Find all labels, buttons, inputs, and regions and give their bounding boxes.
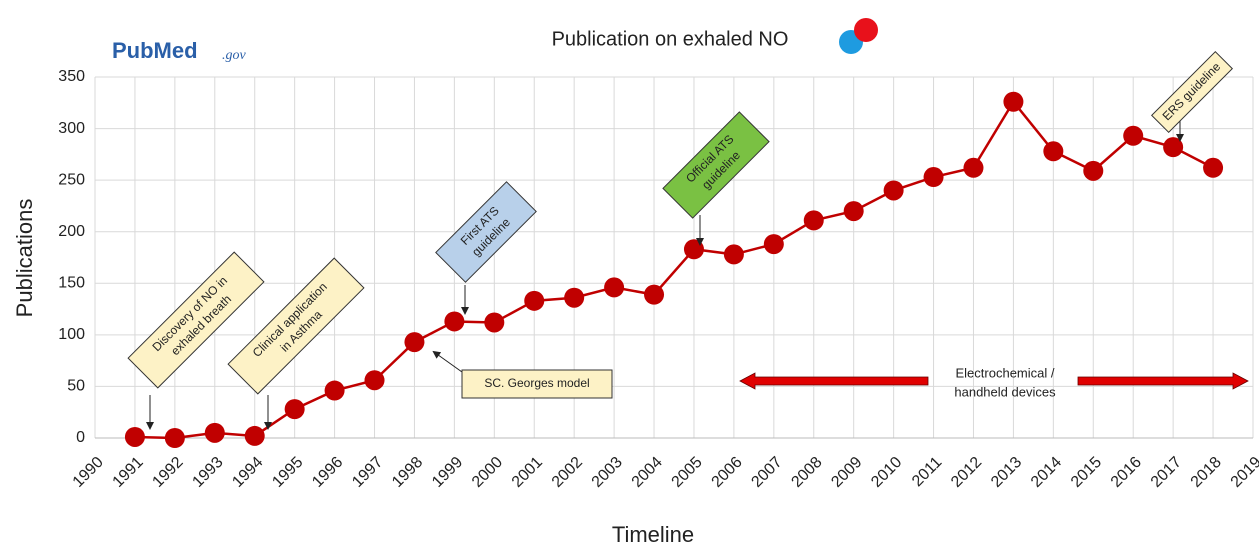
point	[923, 167, 944, 188]
point	[1203, 157, 1224, 178]
x-tick-label: 2014	[1028, 454, 1065, 491]
y-tick-label: 150	[58, 275, 85, 292]
point	[484, 312, 505, 333]
point	[404, 332, 425, 353]
line	[134, 99, 1214, 440]
annotation: SC. Georges model	[461, 369, 613, 399]
double-arrow	[1077, 372, 1249, 390]
annotation: ERS guideline	[1150, 50, 1234, 134]
x-tick-label: 1996	[309, 454, 346, 491]
x-tick-label: 2016	[1108, 454, 1145, 491]
annotation-text: ERS guideline	[1160, 59, 1224, 123]
point	[803, 210, 824, 231]
x-tick-label: 1999	[429, 454, 466, 491]
x-tick-label: 2001	[509, 454, 546, 491]
x-tick-label: 2004	[629, 454, 666, 491]
point	[524, 290, 545, 311]
x-tick-label: 2018	[1188, 454, 1225, 491]
x-tick-label: 1993	[189, 454, 226, 491]
x-tick-label: 2010	[868, 454, 905, 491]
y-tick-label: 50	[67, 378, 85, 395]
y-tick-label: 0	[76, 429, 85, 446]
x-tick-label: 1995	[269, 454, 306, 491]
annotation-text: handheld devices	[954, 384, 1056, 399]
annotation-text: Electrochemical /	[956, 365, 1055, 380]
x-tick-label: 1992	[149, 454, 186, 491]
x-tick-label: 2009	[828, 454, 865, 491]
x-tick-label: 1990	[70, 454, 107, 491]
point	[1003, 91, 1024, 112]
x-tick-label: 2019	[1228, 454, 1259, 491]
point	[124, 426, 145, 447]
point	[244, 425, 265, 446]
x-tick-label: 2017	[1148, 454, 1185, 491]
x-tick-label: 2015	[1068, 454, 1105, 491]
x-tick-label: 2005	[669, 454, 706, 491]
point	[883, 180, 904, 201]
point	[1123, 125, 1144, 146]
annotation-box	[435, 181, 537, 283]
point	[204, 422, 225, 443]
point	[963, 157, 984, 178]
point	[324, 380, 345, 401]
annotation-box	[127, 251, 265, 389]
point	[564, 287, 585, 308]
point	[1083, 160, 1104, 181]
x-tick-label: 2011	[909, 454, 945, 490]
y-tick-label: 200	[58, 223, 85, 240]
y-tick-label: 350	[58, 68, 85, 85]
x-tick-label: 2013	[988, 454, 1025, 491]
x-tick-label: 2006	[709, 454, 746, 491]
point	[604, 277, 625, 298]
annotation-arrow	[432, 350, 463, 373]
x-tick-label: 2003	[589, 454, 626, 491]
x-tick-label: 1994	[229, 454, 266, 491]
point	[284, 399, 305, 420]
x-tick-label: 1998	[389, 454, 426, 491]
annotation-box	[227, 257, 365, 395]
point	[164, 428, 185, 448]
x-tick-label: 2007	[748, 454, 785, 491]
point	[364, 370, 385, 391]
chart-title: Publication on exhaled NO	[552, 28, 789, 50]
x-tick-label: 1991	[110, 454, 147, 491]
x-tick-label: 2000	[469, 454, 506, 491]
y-tick-label: 100	[58, 326, 85, 343]
point	[1163, 137, 1184, 158]
point	[683, 239, 704, 260]
double-arrow	[739, 372, 929, 390]
x-tick-label: 2008	[788, 454, 825, 491]
point	[1043, 141, 1064, 162]
y-tick-label: 300	[58, 120, 85, 137]
point	[763, 234, 784, 255]
point	[723, 244, 744, 265]
annotation-box	[662, 111, 770, 219]
point	[444, 311, 465, 332]
annotation-box	[1150, 50, 1234, 134]
point	[843, 201, 864, 222]
x-tick-label: 2012	[948, 454, 985, 491]
point	[644, 284, 665, 305]
title-icon	[854, 18, 878, 42]
y-tick-label: 250	[58, 171, 85, 188]
x-axis-label: Timeline	[612, 522, 694, 546]
x-tick-label: 1997	[349, 454, 386, 491]
x-tick-label: 2002	[549, 454, 586, 491]
y-axis-label: Publications	[12, 199, 37, 318]
logo-suffix: .gov	[222, 48, 247, 63]
annotation-text: SC. Georges model	[484, 376, 589, 390]
annotation-box	[461, 369, 613, 399]
logo: PubMed	[112, 38, 198, 63]
